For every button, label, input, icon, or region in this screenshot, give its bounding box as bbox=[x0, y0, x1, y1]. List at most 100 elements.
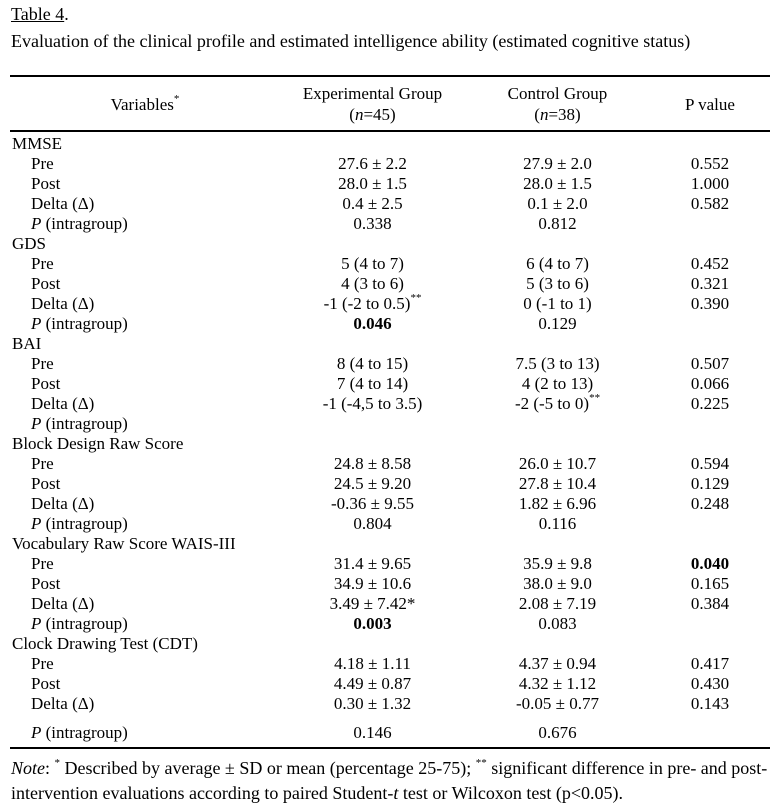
experimental-cell: 27.6 ± 2.2 bbox=[338, 154, 407, 173]
empty-cell bbox=[650, 634, 770, 654]
empty-cell bbox=[280, 234, 465, 254]
section-label: Block Design Raw Score bbox=[12, 434, 184, 453]
experimental-cell: 31.4 ± 9.65 bbox=[333, 554, 412, 573]
empty-cell bbox=[650, 234, 770, 254]
variables-column-header: Variables* bbox=[10, 76, 280, 131]
empty-cell bbox=[465, 234, 650, 254]
row-label: P (intragroup) bbox=[31, 723, 128, 742]
pvalue-cell bbox=[650, 214, 770, 234]
data-row: Post 34.9 ± 10.6 38.0 ± 9.0 0.165 bbox=[10, 574, 770, 594]
data-row: P (intragroup) 0.003 0.083 bbox=[10, 614, 770, 634]
row-label: P (intragroup) bbox=[31, 314, 128, 333]
row-label: Pre bbox=[31, 454, 54, 473]
pvalue-cell bbox=[650, 714, 770, 748]
pvalue-cell: 0.066 bbox=[690, 374, 730, 393]
data-row: Pre 4.18 ± 1.11 4.37 ± 0.94 0.417 bbox=[10, 654, 770, 674]
data-row: Pre 27.6 ± 2.2 27.9 ± 2.0 0.552 bbox=[10, 154, 770, 174]
control-cell: 5 (3 to 6) bbox=[526, 274, 589, 293]
empty-cell bbox=[280, 434, 465, 454]
control-cell: 6 (4 to 7) bbox=[526, 254, 589, 273]
experimental-cell: 34.9 ± 10.6 bbox=[333, 574, 412, 593]
significance-marker: ** bbox=[410, 292, 422, 305]
experimental-cell: 5 (4 to 7) bbox=[341, 254, 404, 273]
pvalue-cell: 0.040 bbox=[690, 554, 730, 573]
empty-cell bbox=[280, 131, 465, 154]
section-row: Clock Drawing Test (CDT) bbox=[10, 634, 770, 654]
data-row: Pre 5 (4 to 7) 6 (4 to 7) 0.452 bbox=[10, 254, 770, 274]
pvalue-cell: 0.582 bbox=[690, 194, 730, 213]
note-segment: test or Wilcoxon test (p<0.05). bbox=[398, 783, 623, 803]
experimental-cell: 0.046 bbox=[353, 314, 392, 333]
experimental-cell: 4 (3 to 6) bbox=[341, 274, 404, 293]
empty-cell bbox=[650, 534, 770, 554]
pvalue-cell: 0.507 bbox=[690, 354, 730, 373]
experimental-cell: 28.0 ± 1.5 bbox=[338, 174, 407, 193]
table-body: MMSE Pre 27.6 ± 2.2 27.9 ± 2.0 0.552 Post 28.0… bbox=[10, 131, 770, 748]
experimental-group-n: (n=45) bbox=[349, 105, 396, 124]
section-row: Block Design Raw Score bbox=[10, 434, 770, 454]
data-row: Delta (Δ) 0.30 ± 1.32 -0.05 ± 0.77 0.143 bbox=[10, 694, 770, 714]
empty-cell bbox=[465, 534, 650, 554]
pvalue-cell: 0.594 bbox=[690, 454, 730, 473]
empty-cell bbox=[465, 131, 650, 154]
control-cell: 0.812 bbox=[538, 214, 577, 233]
pvalue-cell bbox=[650, 414, 770, 434]
section-label: GDS bbox=[12, 234, 47, 253]
pvalue-cell: 0.552 bbox=[690, 154, 730, 173]
pvalue-cell: 0.143 bbox=[690, 694, 730, 713]
control-cell: 1.82 ± 6.96 bbox=[518, 494, 597, 513]
control-cell: 0.083 bbox=[538, 614, 577, 633]
control-cell: 2.08 ± 7.19 bbox=[518, 594, 597, 613]
empty-cell bbox=[465, 634, 650, 654]
table-number-period: . bbox=[64, 4, 69, 24]
control-cell: 0.1 ± 2.0 bbox=[527, 194, 588, 213]
data-row: Post 7 (4 to 14) 4 (2 to 13) 0.066 bbox=[10, 374, 770, 394]
pvalue-cell bbox=[650, 314, 770, 334]
control-cell bbox=[465, 414, 650, 434]
pvalue-cell: 0.165 bbox=[690, 574, 730, 593]
control-group-label: Control Group bbox=[507, 84, 608, 103]
empty-cell bbox=[280, 334, 465, 354]
pvalue-cell: 0.390 bbox=[690, 294, 730, 313]
pvalue-cell bbox=[650, 514, 770, 534]
section-label: Clock Drawing Test (CDT) bbox=[12, 634, 198, 653]
table-caption: Evaluation of the clinical profile and e… bbox=[11, 31, 691, 51]
variables-label: Variables bbox=[110, 94, 174, 114]
pvalue-cell: 0.248 bbox=[690, 494, 730, 513]
data-row: Delta (Δ) -1 (-2 to 0.5)** 0 (-1 to 1) 0.39… bbox=[10, 292, 770, 314]
experimental-cell: 4.49 ± 0.87 bbox=[333, 674, 412, 693]
table-note: Note: * Described by average ± SD or mea… bbox=[11, 756, 773, 806]
control-cell: 7.5 (3 to 13) bbox=[515, 354, 600, 373]
note-segment: t bbox=[393, 783, 399, 803]
section-label: Vocabulary Raw Score WAIS-III bbox=[12, 534, 236, 553]
experimental-cell: 4.18 ± 1.11 bbox=[334, 654, 411, 673]
empty-cell bbox=[465, 334, 650, 354]
empty-cell bbox=[465, 434, 650, 454]
control-cell: 4 (2 to 13) bbox=[521, 374, 594, 393]
row-label: Delta (Δ) bbox=[31, 594, 95, 613]
data-row: Post 4.49 ± 0.87 4.32 ± 1.12 0.430 bbox=[10, 674, 770, 694]
empty-cell bbox=[650, 131, 770, 154]
data-row: Pre 31.4 ± 9.65 35.9 ± 9.8 0.040 bbox=[10, 554, 770, 574]
pvalue-column-header: P value bbox=[685, 94, 735, 114]
data-row: Pre 24.8 ± 8.58 26.0 ± 10.7 0.594 bbox=[10, 454, 770, 474]
note-segment: significant difference in pre- and post-… bbox=[11, 758, 768, 803]
pvalue-cell: 0.430 bbox=[690, 674, 730, 693]
note-segment: Described by average ± SD or mean (perce… bbox=[60, 758, 476, 778]
control-cell: 38.0 ± 9.0 bbox=[523, 574, 592, 593]
control-cell: 35.9 ± 9.8 bbox=[523, 554, 592, 573]
row-label: P (intragroup) bbox=[31, 614, 128, 633]
significance-marker: ** bbox=[589, 392, 601, 405]
pvalue-cell: 0.225 bbox=[690, 394, 730, 413]
control-cell: 0.676 bbox=[538, 723, 577, 742]
experimental-cell: 0.804 bbox=[353, 514, 392, 533]
experimental-cell: -1 (-4,5 to 3.5) bbox=[322, 394, 423, 413]
experimental-cell: -1 (-2 to 0.5)** bbox=[323, 292, 422, 313]
row-label: Post bbox=[31, 674, 61, 693]
experimental-cell: 0.338 bbox=[353, 214, 392, 233]
section-row: MMSE bbox=[10, 131, 770, 154]
section-label: BAI bbox=[12, 334, 42, 353]
data-row: Post 24.5 ± 9.20 27.8 ± 10.4 0.129 bbox=[10, 474, 770, 494]
row-label: Post bbox=[31, 274, 61, 293]
experimental-cell: 7 (4 to 14) bbox=[336, 374, 409, 393]
